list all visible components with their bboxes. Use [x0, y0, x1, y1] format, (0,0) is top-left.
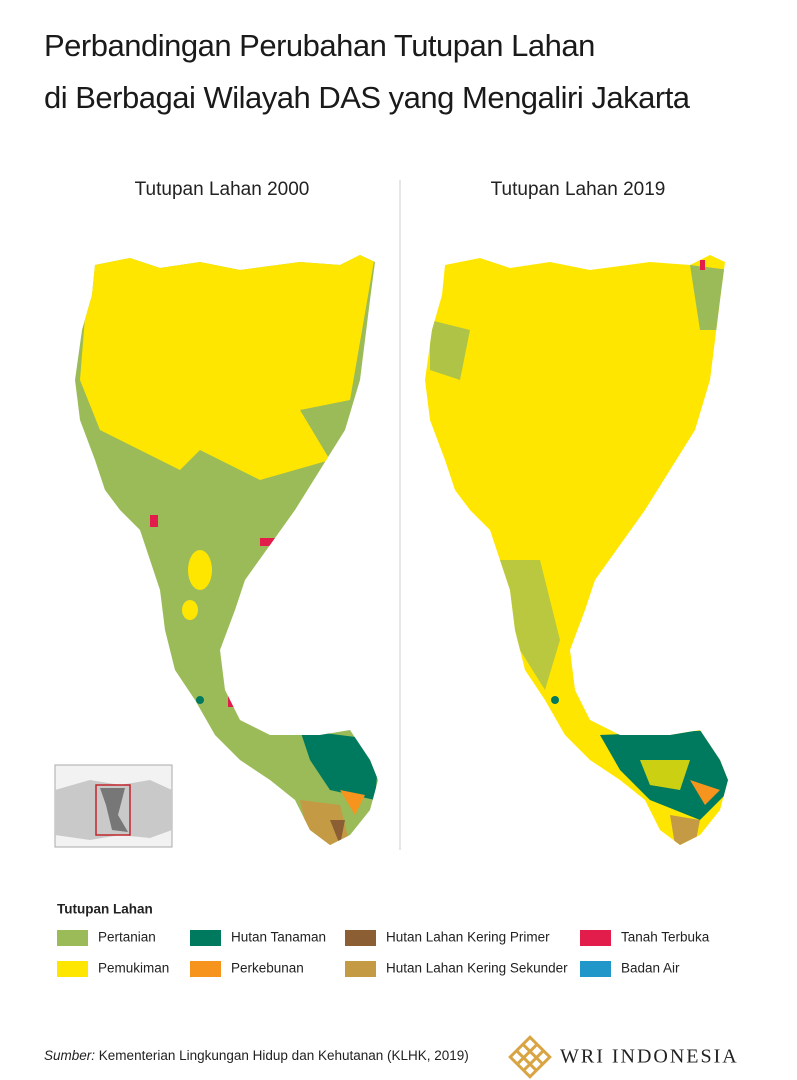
- legend-swatch: [57, 930, 88, 946]
- inset-map: [54, 764, 173, 848]
- map-title: Tutupan Lahan 2000: [135, 179, 310, 200]
- logo-mark: [508, 1035, 552, 1079]
- legend-label: Hutan Lahan Kering Sekunder: [386, 961, 568, 976]
- legend-swatch: [580, 930, 611, 946]
- map-2019: [425, 255, 728, 845]
- source-prefix: Sumber:: [44, 1048, 95, 1063]
- legend-swatch: [580, 961, 611, 977]
- legend-label: Hutan Lahan Kering Primer: [386, 930, 550, 945]
- map-title: Tutupan Lahan 2019: [491, 179, 666, 200]
- legend-label: Tanah Terbuka: [621, 930, 710, 945]
- legend-label: Pertanian: [98, 930, 156, 945]
- legend: Pertanian Pemukiman Hutan Tanaman Perkebuna…: [57, 930, 710, 977]
- legend-swatch: [190, 930, 221, 946]
- title-line: di Berbagai Wilayah DAS yang Mengaliri J…: [44, 80, 691, 115]
- legend-title: Tutupan Lahan: [57, 902, 153, 917]
- logo-text: WRI INDONESIA: [560, 1046, 739, 1068]
- title-line: Perbandingan Perubahan Tutupan Lahan: [44, 28, 595, 63]
- legend-label: Perkebunan: [231, 961, 304, 976]
- legend-label: Hutan Tanaman: [231, 930, 326, 945]
- map-2000: [75, 255, 378, 845]
- legend-swatch: [345, 930, 376, 946]
- legend-swatch: [190, 961, 221, 977]
- legend-label: Badan Air: [621, 961, 680, 976]
- source: Sumber: Kementerian Lingkungan Hidup dan…: [44, 1048, 469, 1063]
- source-text: Kementerian Lingkungan Hidup dan Kehutan…: [99, 1048, 469, 1063]
- legend-swatch: [57, 961, 88, 977]
- legend-label: Pemukiman: [98, 961, 169, 976]
- legend-swatch: [345, 961, 376, 977]
